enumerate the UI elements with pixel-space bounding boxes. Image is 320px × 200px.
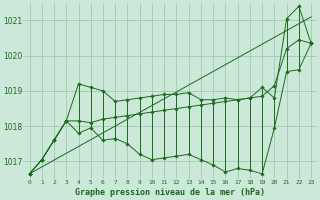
X-axis label: Graphe pression niveau de la mer (hPa): Graphe pression niveau de la mer (hPa) bbox=[75, 188, 265, 197]
